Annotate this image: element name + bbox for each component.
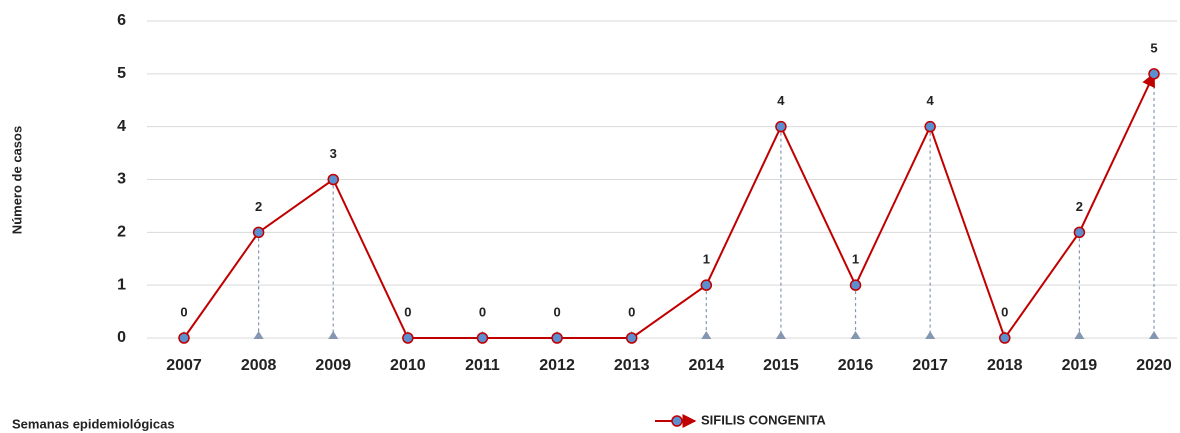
x-tick-label: 2014 (689, 357, 725, 374)
y-tick-label: 0 (117, 329, 126, 346)
point (775, 120, 787, 133)
point (625, 332, 638, 344)
data-label: 0 (479, 304, 486, 319)
x-tick-label: 2011 (465, 357, 500, 374)
legend-marker (671, 415, 683, 427)
drop-marker (701, 331, 712, 339)
point (327, 173, 339, 186)
data-label: 0 (628, 304, 635, 319)
y-axis-label: Número de casos (9, 126, 24, 234)
data-label: 0 (180, 304, 187, 319)
x-tick-label: 2007 (166, 357, 202, 374)
x-tick-label: 2009 (315, 357, 351, 374)
drop-marker (850, 331, 861, 339)
line (183, 72, 1155, 341)
x-tick-label: 2020 (1136, 357, 1172, 374)
point (551, 332, 563, 344)
y-tick-label: 3 (117, 171, 126, 188)
drop-marker (1074, 331, 1085, 339)
data-label: 2 (1076, 199, 1083, 214)
data-label: 4 (777, 93, 785, 108)
drop-marker (328, 331, 339, 339)
y-tick-label: 5 (117, 65, 126, 82)
point (849, 279, 862, 291)
x-tick-label: 2017 (912, 357, 948, 374)
point (178, 332, 190, 344)
x-tick-label: 2008 (241, 357, 277, 374)
x-tick-label: 2012 (539, 357, 575, 374)
x-tick-label: 2013 (614, 357, 650, 374)
y-tick-label: 2 (117, 224, 126, 241)
point (924, 120, 936, 133)
data-label: 1 (852, 252, 859, 267)
point (476, 332, 489, 344)
x-tick-label: 2015 (763, 357, 799, 374)
data-label: 4 (927, 93, 935, 108)
data-label: 3 (330, 146, 337, 161)
data-label: 0 (404, 304, 411, 319)
drop-marker (253, 331, 264, 339)
drop-marker (775, 331, 786, 339)
data-label: 2 (255, 199, 262, 214)
y-tick-label: 6 (117, 12, 126, 29)
point (1073, 226, 1086, 239)
x-axis-label: Semanas epidemiológicas (12, 416, 175, 431)
data-label: 5 (1150, 40, 1157, 55)
data-label: 0 (1001, 304, 1008, 319)
x-tick-label: 2018 (987, 357, 1023, 374)
data-label: 0 (553, 304, 560, 319)
point (999, 332, 1011, 344)
x-tick-label: 2016 (838, 357, 874, 374)
drop-marker (925, 331, 936, 339)
data-label: 1 (703, 252, 710, 267)
point (1148, 68, 1160, 80)
x-tick-label: 2019 (1062, 357, 1098, 374)
point (252, 226, 265, 239)
y-tick-label: 4 (117, 118, 126, 135)
point (700, 279, 713, 291)
x-tick-label: 2010 (390, 357, 426, 374)
y-tick-label: 1 (117, 276, 126, 293)
drop-marker (1149, 331, 1159, 339)
legend-label: SIFILIS CONGENITA (701, 412, 826, 427)
point (402, 332, 414, 344)
